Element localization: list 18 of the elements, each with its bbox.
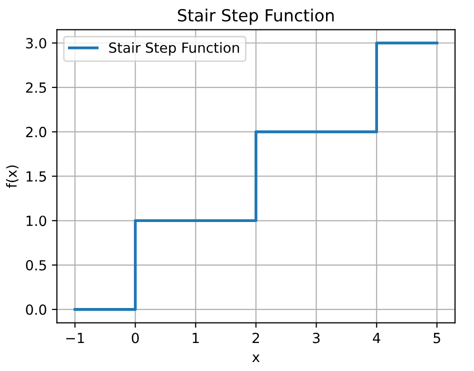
y-tick-label: 1.0 <box>26 216 46 226</box>
x-axis-title: x <box>252 354 260 362</box>
x-tick-label: 5 <box>434 332 440 344</box>
y-tick-label: 1.5 <box>26 171 46 182</box>
x-tick-label: −1 <box>66 332 84 344</box>
y-tick-label: 0.0 <box>26 304 46 315</box>
x-tick-label: 1 <box>192 332 199 344</box>
x-tick-label: 2 <box>252 332 259 344</box>
y-tick-label: 2.5 <box>26 82 46 93</box>
chart-title: Stair Step Function <box>178 8 334 25</box>
y-tick-label: 0.5 <box>26 260 46 271</box>
x-tick-label: 4 <box>372 332 380 344</box>
y-tick-label: 2.0 <box>26 126 46 138</box>
legend-label: Stair Step Function <box>109 42 239 56</box>
x-tick-label: 3 <box>312 332 320 344</box>
y-axis-title: f(x) <box>6 165 18 188</box>
y-tick-label: 3.0 <box>26 38 46 48</box>
x-tick-label: 0 <box>132 332 139 344</box>
